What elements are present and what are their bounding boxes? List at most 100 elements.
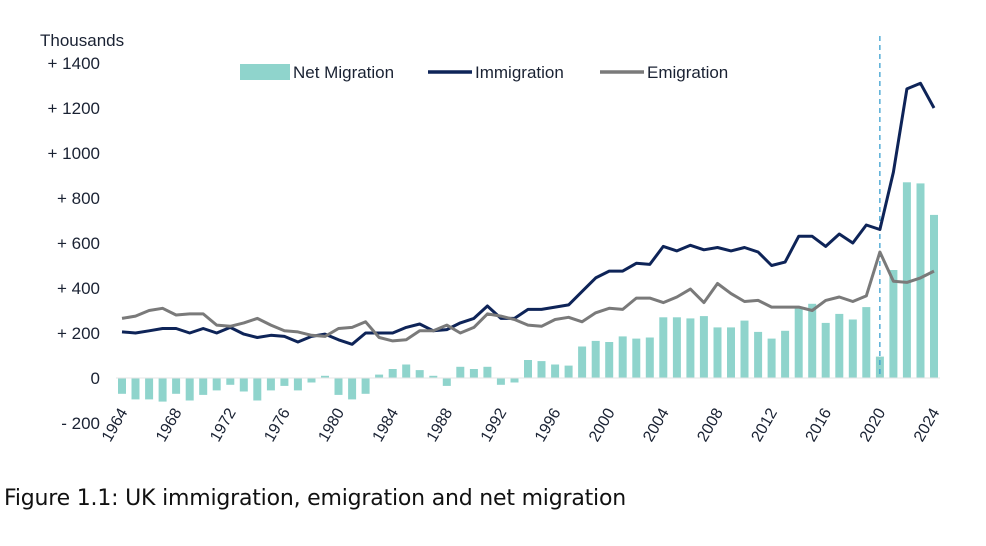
net-migration-bar-1973 bbox=[239, 378, 248, 392]
net-migration-bar-1971 bbox=[212, 378, 221, 391]
net-migration-bar-1965 bbox=[131, 378, 140, 400]
x-tick-label: 2016 bbox=[803, 405, 836, 444]
x-tick-label: 2024 bbox=[911, 405, 944, 444]
net-migration-bar-1993 bbox=[510, 378, 519, 383]
net-migration-bar-1976 bbox=[280, 378, 289, 386]
net-migration-bar-2003 bbox=[645, 337, 654, 378]
legend: Net Migration Immigration Emigration bbox=[240, 63, 728, 82]
x-tick-label: 1984 bbox=[370, 405, 403, 444]
x-tick-label: 2012 bbox=[749, 405, 782, 444]
net-migration-bar-2016 bbox=[821, 322, 830, 378]
net-migration-bar-1969 bbox=[185, 378, 194, 401]
net-migration-bar-1997 bbox=[564, 365, 573, 378]
y-tick-label: + 400 bbox=[57, 279, 100, 298]
net-migration-bar-1989 bbox=[456, 366, 465, 379]
y-tick-label: 0 bbox=[91, 369, 100, 388]
y-tick-label: + 200 bbox=[57, 324, 100, 343]
net-migration-bar-1994 bbox=[524, 360, 532, 378]
net-migration-bar-1970 bbox=[199, 378, 208, 395]
y-tick-label: + 800 bbox=[57, 189, 100, 208]
net-migration-bar-2019 bbox=[862, 307, 871, 378]
y-axis-title: Thousands bbox=[40, 31, 124, 50]
net-migration-bar-2024 bbox=[930, 214, 938, 378]
x-tick-label: 1972 bbox=[207, 405, 240, 444]
net-migration-bar-1981 bbox=[348, 378, 357, 400]
y-axis: + 1400 + 1200 + 1000 + 800 + 600 + 400 + 200 0 -… bbox=[48, 54, 100, 433]
net-migration-bar-1966 bbox=[145, 378, 154, 400]
x-tick-label: 2008 bbox=[694, 405, 727, 444]
net-migration-bar-1972 bbox=[226, 378, 235, 385]
net-migration-bar-1977 bbox=[293, 378, 302, 391]
net-migration-bar-1980 bbox=[334, 378, 343, 395]
net-migration-bar-2022 bbox=[902, 182, 911, 379]
x-tick-label: 1992 bbox=[478, 405, 511, 444]
net-migration-bar-1988 bbox=[442, 378, 451, 386]
x-tick-label: 1968 bbox=[153, 405, 186, 444]
y-tick-label: + 1200 bbox=[48, 99, 100, 118]
net-migration-bar-1986 bbox=[415, 370, 424, 378]
net-migration-bar-1968 bbox=[172, 378, 181, 394]
net-migration-bar-2015 bbox=[808, 303, 817, 379]
net-migration-bar-2020 bbox=[875, 356, 884, 378]
figure-caption: Figure 1.1: UK immigration, emigration a… bbox=[4, 486, 626, 511]
net-migration-bar-1995 bbox=[537, 361, 546, 378]
net-migration-bar-1985 bbox=[402, 364, 411, 378]
emigration-line bbox=[121, 250, 935, 343]
net-migration-bar-2014 bbox=[794, 308, 803, 379]
net-migration-bar-2009 bbox=[727, 327, 735, 378]
legend-label-net-migration: Net Migration bbox=[293, 63, 394, 82]
net-migration-bar-2008 bbox=[713, 327, 722, 378]
net-migration-bars bbox=[116, 36, 940, 402]
x-axis: 1964 1968 1972 1976 1980 1984 1988 1992 1996 2000… bbox=[99, 405, 944, 444]
net-migration-bar-2023 bbox=[916, 183, 925, 378]
net-migration-bar-1992 bbox=[496, 378, 505, 385]
net-migration-bar-1964 bbox=[118, 378, 126, 394]
net-migration-bar-2001 bbox=[618, 336, 627, 378]
net-migration-bar-1991 bbox=[483, 366, 492, 379]
x-tick-label: 1976 bbox=[261, 405, 294, 444]
net-migration-bar-2006 bbox=[686, 318, 695, 378]
x-tick-label: 1988 bbox=[424, 405, 457, 444]
immigration-line bbox=[121, 81, 936, 346]
x-tick-label: 1980 bbox=[315, 405, 348, 444]
migration-chart: + 1400 + 1200 + 1000 + 800 + 600 + 400 + 200 0 -… bbox=[40, 31, 944, 445]
x-tick-label: 2004 bbox=[640, 405, 673, 444]
net-migration-bar-1979 bbox=[321, 375, 329, 379]
net-migration-bar-1983 bbox=[375, 374, 384, 378]
net-migration-bar-2011 bbox=[754, 331, 763, 378]
net-migration-bar-2018 bbox=[848, 319, 857, 378]
net-migration-bar-2004 bbox=[659, 317, 668, 379]
net-migration-bar-2000 bbox=[605, 342, 614, 378]
net-migration-bar-1974 bbox=[253, 378, 262, 401]
net-migration-bar-1982 bbox=[361, 378, 370, 394]
net-migration-bar-1999 bbox=[591, 340, 600, 378]
legend-label-immigration: Immigration bbox=[475, 63, 564, 82]
net-migration-bar-1984 bbox=[388, 369, 397, 378]
y-tick-label: + 1000 bbox=[48, 144, 100, 163]
net-migration-bar-2005 bbox=[672, 317, 681, 379]
y-tick-label: - 200 bbox=[61, 414, 100, 433]
net-migration-bar-1987 bbox=[429, 375, 438, 379]
net-migration-bar-1975 bbox=[266, 378, 275, 391]
net-migration-bar-1978 bbox=[307, 378, 316, 383]
net-migration-bar-2012 bbox=[767, 338, 776, 378]
net-migration-bar-1998 bbox=[578, 346, 587, 378]
series-lines bbox=[121, 81, 936, 346]
legend-label-emigration: Emigration bbox=[647, 63, 728, 82]
x-tick-label: 1996 bbox=[532, 405, 565, 444]
legend-swatch-net-migration bbox=[240, 64, 290, 80]
y-tick-label: + 600 bbox=[57, 234, 100, 253]
net-migration-bar-2002 bbox=[632, 338, 641, 378]
net-migration-bar-2007 bbox=[699, 316, 708, 378]
net-migration-bar-2010 bbox=[740, 320, 749, 378]
net-migration-bar-1996 bbox=[551, 364, 560, 378]
net-migration-bar-2013 bbox=[781, 330, 790, 379]
net-migration-bar-2021 bbox=[889, 270, 898, 378]
x-tick-label: 1964 bbox=[99, 405, 132, 444]
net-migration-bar-1990 bbox=[469, 369, 478, 378]
x-tick-label: 2000 bbox=[586, 405, 619, 444]
x-tick-label: 2020 bbox=[857, 405, 890, 444]
net-migration-bar-2017 bbox=[835, 313, 844, 378]
y-tick-label: + 1400 bbox=[48, 54, 100, 73]
net-migration-bar-1967 bbox=[158, 378, 167, 402]
